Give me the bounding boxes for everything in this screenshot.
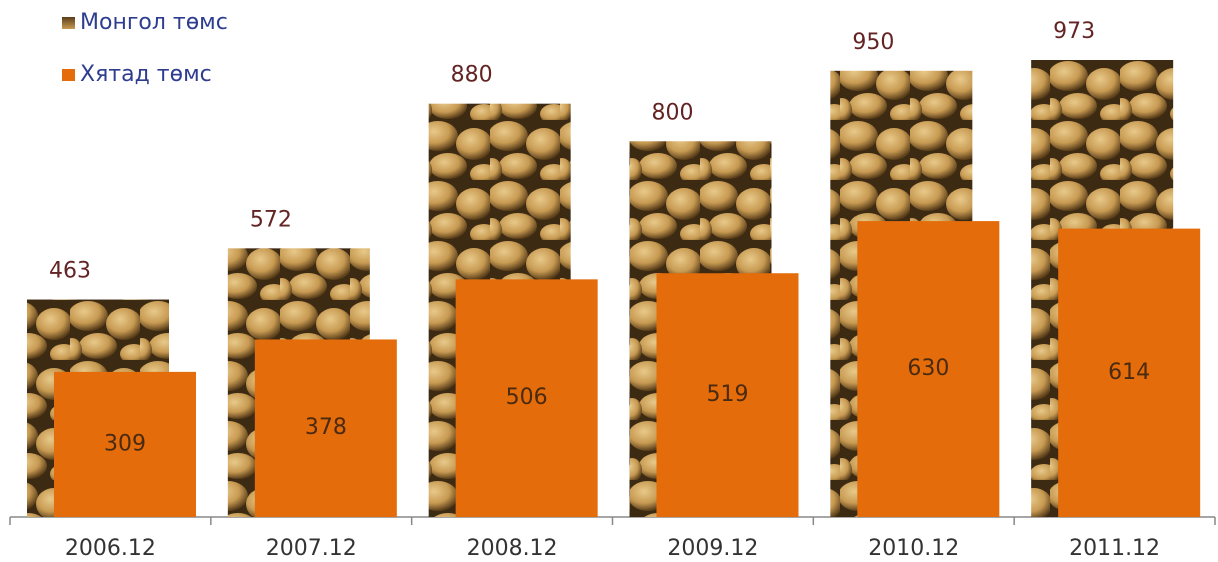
bar xyxy=(656,273,799,517)
x-tick-label: 2011.12 xyxy=(1069,536,1160,561)
value-label: 506 xyxy=(506,385,548,410)
value-label: 572 xyxy=(250,207,292,232)
x-tick-label: 2010.12 xyxy=(868,536,959,561)
value-label: 630 xyxy=(907,356,949,381)
value-label: 614 xyxy=(1108,360,1150,385)
value-label: 463 xyxy=(49,259,91,284)
x-tick-label: 2008.12 xyxy=(467,536,558,561)
bar xyxy=(857,221,1000,518)
bar xyxy=(254,339,397,517)
value-label: 973 xyxy=(1053,19,1095,44)
value-label: 950 xyxy=(852,30,894,55)
legend-label: Монгол төмс xyxy=(80,10,228,35)
legend-swatch xyxy=(62,17,75,29)
bar xyxy=(455,279,598,517)
legend-swatch xyxy=(62,69,75,81)
value-label: 880 xyxy=(451,63,493,88)
value-label: 378 xyxy=(305,415,347,440)
value-label: 519 xyxy=(707,382,749,407)
legend-label: Хятад төмс xyxy=(80,62,212,87)
x-tick-label: 2006.12 xyxy=(65,536,156,561)
value-label: 800 xyxy=(652,100,694,125)
bar xyxy=(54,371,196,517)
bar xyxy=(1058,228,1201,518)
value-label: 309 xyxy=(104,431,146,456)
x-tick-label: 2009.12 xyxy=(667,536,758,561)
x-tick-label: 2007.12 xyxy=(266,536,357,561)
